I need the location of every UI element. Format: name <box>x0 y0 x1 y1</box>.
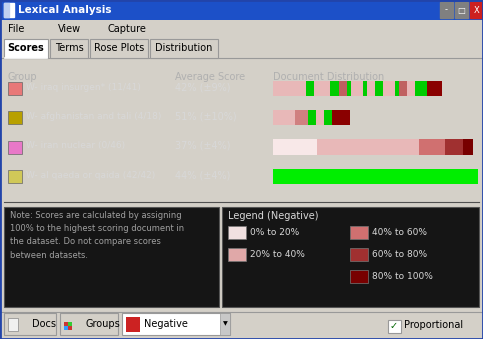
Text: Scores: Scores <box>8 43 44 53</box>
Bar <box>350 270 368 283</box>
Bar <box>8 111 22 124</box>
Text: ▼: ▼ <box>223 321 227 326</box>
Text: 40% to 60%: 40% to 60% <box>372 228 427 237</box>
Text: 44% (±4%): 44% (±4%) <box>175 170 230 180</box>
Bar <box>64 326 68 330</box>
Bar <box>295 110 308 125</box>
Text: 60% to 80%: 60% to 80% <box>372 250 427 259</box>
Bar <box>220 313 230 335</box>
Bar <box>339 81 347 96</box>
Text: 37% (±4%): 37% (±4%) <box>175 141 230 151</box>
Text: -: - <box>445 5 448 15</box>
Bar <box>64 322 72 330</box>
Bar <box>423 81 427 96</box>
Bar <box>335 81 339 96</box>
Text: W- afghanistan and tali (4/18): W- afghanistan and tali (4/18) <box>26 112 161 121</box>
Bar <box>399 81 407 96</box>
Bar <box>4 3 14 17</box>
Text: 51% (±10%): 51% (±10%) <box>175 112 237 122</box>
Text: Rose Plots: Rose Plots <box>94 43 144 53</box>
Bar <box>8 82 22 95</box>
Bar <box>347 81 351 96</box>
Text: ✓: ✓ <box>390 321 398 331</box>
Bar <box>367 81 375 96</box>
Bar <box>60 313 118 335</box>
Bar <box>228 226 246 239</box>
Bar <box>150 39 218 58</box>
Bar <box>440 2 453 18</box>
Bar <box>4 207 219 306</box>
Bar <box>314 81 330 96</box>
Text: View: View <box>58 24 81 34</box>
Text: 42% (±9%): 42% (±9%) <box>175 82 230 93</box>
Bar <box>4 3 9 17</box>
Bar <box>4 39 48 58</box>
Text: Negative: Negative <box>144 319 188 329</box>
Bar <box>4 313 56 335</box>
Text: Average Score: Average Score <box>175 72 245 82</box>
Bar <box>8 170 22 183</box>
Bar <box>330 81 335 96</box>
Bar <box>463 139 472 155</box>
Text: Note: Scores are calculated by assigning
100% to the highest scoring document in: Note: Scores are calculated by assigning… <box>10 211 184 260</box>
Text: W- iran nuclear (0/46): W- iran nuclear (0/46) <box>26 141 125 151</box>
Bar <box>445 139 463 155</box>
Bar <box>427 81 442 96</box>
Text: Proportional: Proportional <box>404 320 463 330</box>
Bar <box>126 317 140 332</box>
Text: Capture: Capture <box>108 24 147 34</box>
Bar <box>8 318 18 331</box>
Text: Docs: Docs <box>32 319 56 329</box>
Bar <box>324 110 332 125</box>
Bar <box>383 81 395 96</box>
Bar <box>90 39 148 58</box>
Bar <box>395 81 399 96</box>
Bar <box>419 139 445 155</box>
Text: Group: Group <box>8 72 38 82</box>
Text: 0% to 20%: 0% to 20% <box>250 228 299 237</box>
Bar <box>388 320 401 333</box>
Bar <box>273 169 478 184</box>
Bar <box>273 110 295 125</box>
Bar <box>407 81 415 96</box>
Bar <box>350 248 368 261</box>
Bar <box>415 81 423 96</box>
Text: File: File <box>8 24 24 34</box>
Text: Terms: Terms <box>55 43 84 53</box>
Bar <box>273 81 306 96</box>
Bar <box>8 141 22 154</box>
Bar <box>222 207 479 306</box>
Bar <box>455 2 468 18</box>
Text: 80% to 100%: 80% to 100% <box>372 272 433 281</box>
Bar <box>228 248 246 261</box>
Text: W- al qaeda or qaida (42/42): W- al qaeda or qaida (42/42) <box>26 171 155 180</box>
Bar <box>50 39 88 58</box>
Bar <box>351 81 363 96</box>
Bar <box>308 110 316 125</box>
Bar <box>332 110 350 125</box>
Bar <box>68 322 72 326</box>
Text: X: X <box>474 5 479 15</box>
Bar <box>273 139 317 155</box>
Text: Groups: Groups <box>86 319 121 329</box>
Text: □: □ <box>457 5 466 15</box>
Text: Lexical Analysis: Lexical Analysis <box>18 5 112 15</box>
Bar <box>306 81 314 96</box>
Bar <box>375 81 383 96</box>
Text: 20% to 40%: 20% to 40% <box>250 250 305 259</box>
Text: Legend (Negative): Legend (Negative) <box>228 211 318 221</box>
Bar <box>122 313 230 335</box>
Text: Document Distribution: Document Distribution <box>273 72 384 82</box>
Text: Distribution: Distribution <box>156 43 213 53</box>
Bar <box>350 226 368 239</box>
Bar <box>316 110 324 125</box>
Bar <box>317 139 419 155</box>
Bar <box>470 2 483 18</box>
Text: W- iraq insurgen* (11/41): W- iraq insurgen* (11/41) <box>26 83 141 92</box>
Bar <box>363 81 367 96</box>
